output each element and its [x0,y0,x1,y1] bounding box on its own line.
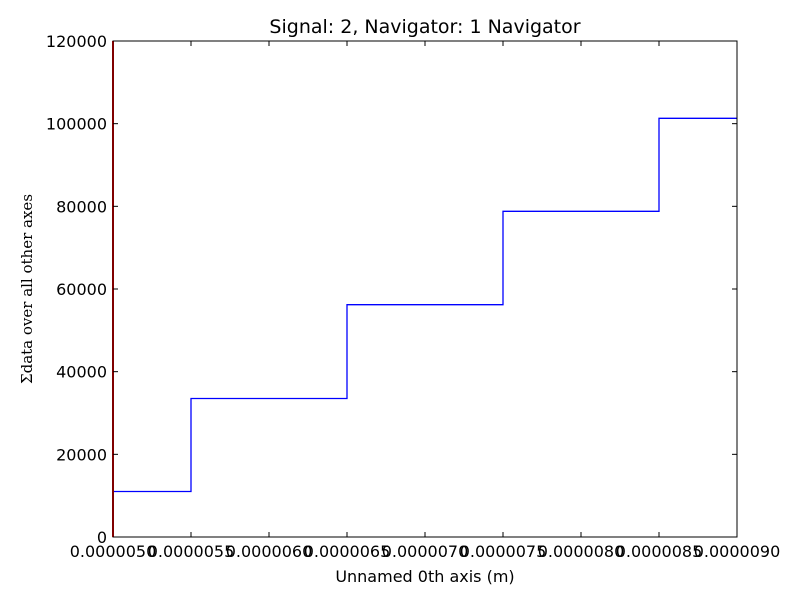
y-tick-label: 40000 [56,363,107,382]
x-tick-label: 0.0000060 [226,542,313,561]
x-tick-label: 0.0000050 [70,542,157,561]
x-tick-label: 0.0000075 [460,542,547,561]
x-tick-label: 0.0000065 [304,542,391,561]
y-tick-label: 60000 [56,280,107,299]
y-tick-label: 20000 [56,445,107,464]
y-tick-label: 80000 [56,197,107,216]
y-tick-label: 0 [97,528,107,547]
plot-area [112,41,737,537]
x-tick-label: 0.0000080 [538,542,625,561]
x-tick-label: 0.0000085 [616,542,703,561]
series-line-0 [113,117,737,493]
x-tick-label: 0.0000090 [694,542,781,561]
x-axis-label: Unnamed 0th axis (m) [335,567,514,586]
chart-title: Signal: 2, Navigator: 1 Navigator [269,16,580,38]
y-axis-label: Σdata over all other axes [18,194,36,384]
x-tick-label: 0.0000070 [382,542,469,561]
plot-frame [112,40,738,538]
y-tick-label: 100000 [46,115,107,134]
x-tick-label: 0.0000055 [148,542,235,561]
y-tick-label: 120000 [46,32,107,51]
x-axis: 0.00000500.00000550.00000600.00000650.00… [70,41,781,561]
y-axis: 0 20000 40000 60000 80000 100000 120000 [46,32,737,547]
